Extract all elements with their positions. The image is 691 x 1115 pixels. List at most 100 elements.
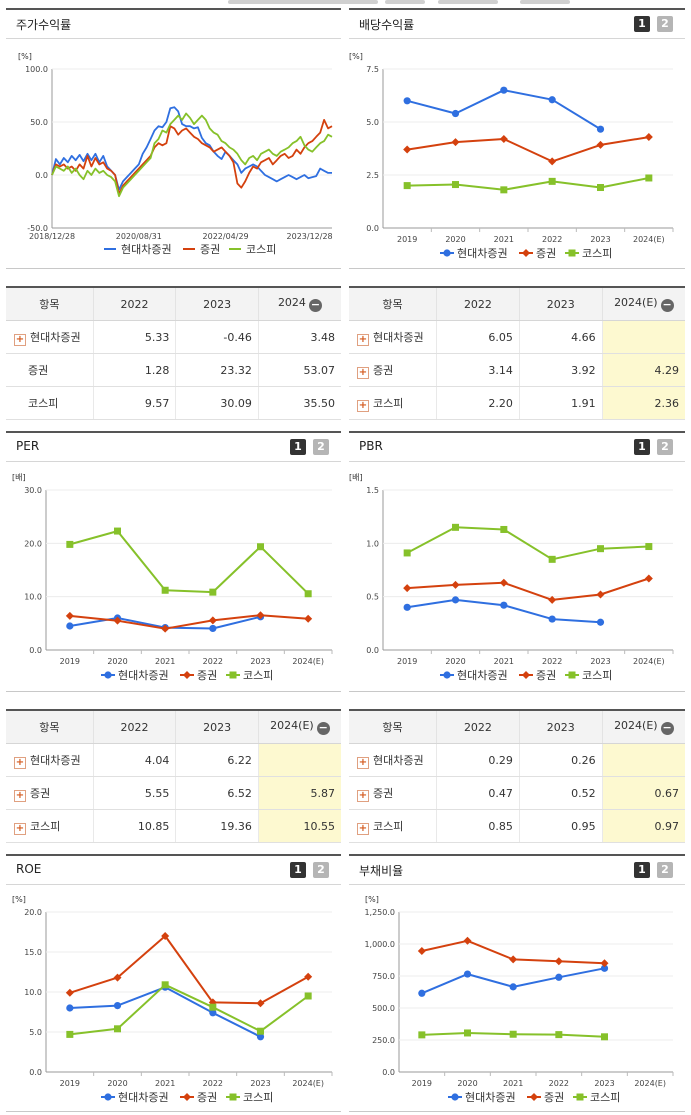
page-1-button[interactable]: 1 <box>634 862 650 878</box>
data-point <box>256 611 265 620</box>
data-point <box>451 596 460 604</box>
series-line <box>406 526 649 561</box>
table-cell: 19.36 <box>175 809 259 843</box>
series-line <box>51 106 332 191</box>
expand-plus-icon[interactable]: + <box>357 789 369 802</box>
data-point <box>257 543 264 551</box>
page-2-button[interactable]: 2 <box>313 439 329 455</box>
page-2-button[interactable]: 2 <box>657 439 673 455</box>
y-tick-label: 1,250.0 <box>364 908 395 917</box>
panel-header: PER 1 2 <box>6 433 341 462</box>
x-tick-label: 2022 <box>542 657 562 666</box>
table-cell: 1.91 <box>519 386 603 420</box>
x-tick-label: 2020 <box>107 657 127 666</box>
row-name: 코스피 <box>28 397 59 410</box>
y-tick-label: 0.5 <box>366 593 379 602</box>
table-cell: 5.55 <box>93 776 177 810</box>
legend-label: 코스피 <box>246 243 276 256</box>
x-tick-label: 2020 <box>107 1079 127 1088</box>
chart-panel-roe: ROE 1 2 [%] 20.0 15.0 10.0 5.0 0.0 2019 2020 202… <box>6 854 341 1112</box>
y-tick-label: 10.0 <box>24 988 42 997</box>
page-2-button[interactable]: 2 <box>657 16 673 32</box>
x-tick-label: 2020 <box>445 235 465 244</box>
page-1-button[interactable]: 1 <box>290 439 306 455</box>
table-cell: 6.52 <box>175 776 259 810</box>
column-header-item: 항목 <box>349 288 438 321</box>
data-point <box>304 992 312 1000</box>
page-1-button[interactable]: 1 <box>290 862 306 878</box>
data-point <box>114 527 121 535</box>
panel-header: 배당수익률 1 2 <box>349 10 685 39</box>
collapse-minus-icon[interactable]: − <box>660 298 674 312</box>
expand-plus-icon[interactable]: + <box>14 822 26 835</box>
collapse-minus-icon[interactable]: − <box>660 721 674 735</box>
row-name: 현대차증권 <box>373 753 424 767</box>
table-row: + 증권 0.47 0.52 0.67 <box>349 776 685 810</box>
row-label: + 코스피 <box>349 386 438 420</box>
expand-plus-icon[interactable]: + <box>14 333 26 346</box>
row-label: + 증권 <box>349 776 438 810</box>
collapse-minus-icon[interactable]: − <box>316 721 330 735</box>
panel-title: ROE <box>16 862 42 876</box>
page-2-button[interactable]: 2 <box>657 862 673 878</box>
header-label: 2024 <box>277 296 306 309</box>
header-label: 2024(E) <box>614 296 658 309</box>
data-point <box>417 947 426 956</box>
data-point <box>66 1004 74 1012</box>
table-row: + 코스피 0.85 0.95 0.97 <box>349 809 685 843</box>
data-point <box>256 999 265 1008</box>
panel-title: 주가수익률 <box>16 18 72 32</box>
table-row: 증권 1.28 23.32 53.07 <box>6 353 341 387</box>
collapse-minus-icon[interactable]: − <box>308 298 322 312</box>
data-point <box>304 972 313 981</box>
row-label: + 증권 <box>6 776 94 810</box>
column-header-year: 2023 <box>519 711 603 744</box>
data-point <box>403 145 412 154</box>
data-point <box>304 590 312 598</box>
expand-plus-icon[interactable]: + <box>14 789 26 802</box>
data-point <box>509 1030 517 1038</box>
data-point <box>596 590 605 599</box>
table-cell: 3.14 <box>436 353 520 387</box>
x-tick-label: 2023 <box>590 657 610 666</box>
chart-dividend-yield: [%]7.5 5.0 2.5 0.0 2019 2020 2021 2022 2023 2024(… <box>349 52 674 260</box>
table-cell: 5.33 <box>93 320 177 354</box>
data-point <box>600 964 609 972</box>
legend-marker <box>229 671 237 679</box>
expand-plus-icon[interactable]: + <box>357 333 369 346</box>
column-header-year: 2022 <box>436 711 520 744</box>
data-point <box>451 138 460 147</box>
panel-header: PBR 1 2 <box>349 433 685 462</box>
page-1-button[interactable]: 1 <box>634 439 650 455</box>
expand-plus-icon[interactable]: + <box>357 756 369 769</box>
table-cell: 0.52 <box>519 776 603 810</box>
data-point <box>500 601 508 609</box>
row-name: 코스피 <box>30 819 61 833</box>
y-tick-label: 2.5 <box>366 171 379 180</box>
expand-plus-icon[interactable]: + <box>357 822 369 835</box>
data-point <box>403 97 411 105</box>
page-2-button[interactable]: 2 <box>313 862 329 878</box>
expand-plus-icon[interactable]: + <box>357 399 369 412</box>
table-row: + 코스피 2.20 1.91 2.36 <box>349 386 685 420</box>
expand-plus-icon[interactable]: + <box>357 366 369 379</box>
x-tick-label: 2023 <box>250 1079 270 1088</box>
x-tick-label: 2023 <box>590 235 610 244</box>
row-name: 증권 <box>28 364 49 377</box>
y-unit-label: [배] <box>12 473 26 482</box>
data-point <box>452 181 459 189</box>
header-label: 2023 <box>203 720 232 734</box>
data-point <box>452 523 459 531</box>
legend-marker <box>443 671 451 679</box>
data-point <box>65 611 74 620</box>
y-tick-label: -50.0 <box>27 224 48 233</box>
row-label: 코스피 <box>6 386 94 420</box>
y-unit-label: [배] <box>349 473 363 482</box>
legend-marker <box>568 671 576 679</box>
expand-plus-icon[interactable]: + <box>14 756 26 769</box>
data-point <box>548 555 556 563</box>
header-label: 2023 <box>203 297 232 311</box>
chart-panel-per: PER 1 2 [배] 30.0 20.0 10.0 0.0 2019 2020 2021 20… <box>6 431 341 692</box>
page-1-button[interactable]: 1 <box>634 16 650 32</box>
column-header-year: 2023 <box>519 288 603 321</box>
